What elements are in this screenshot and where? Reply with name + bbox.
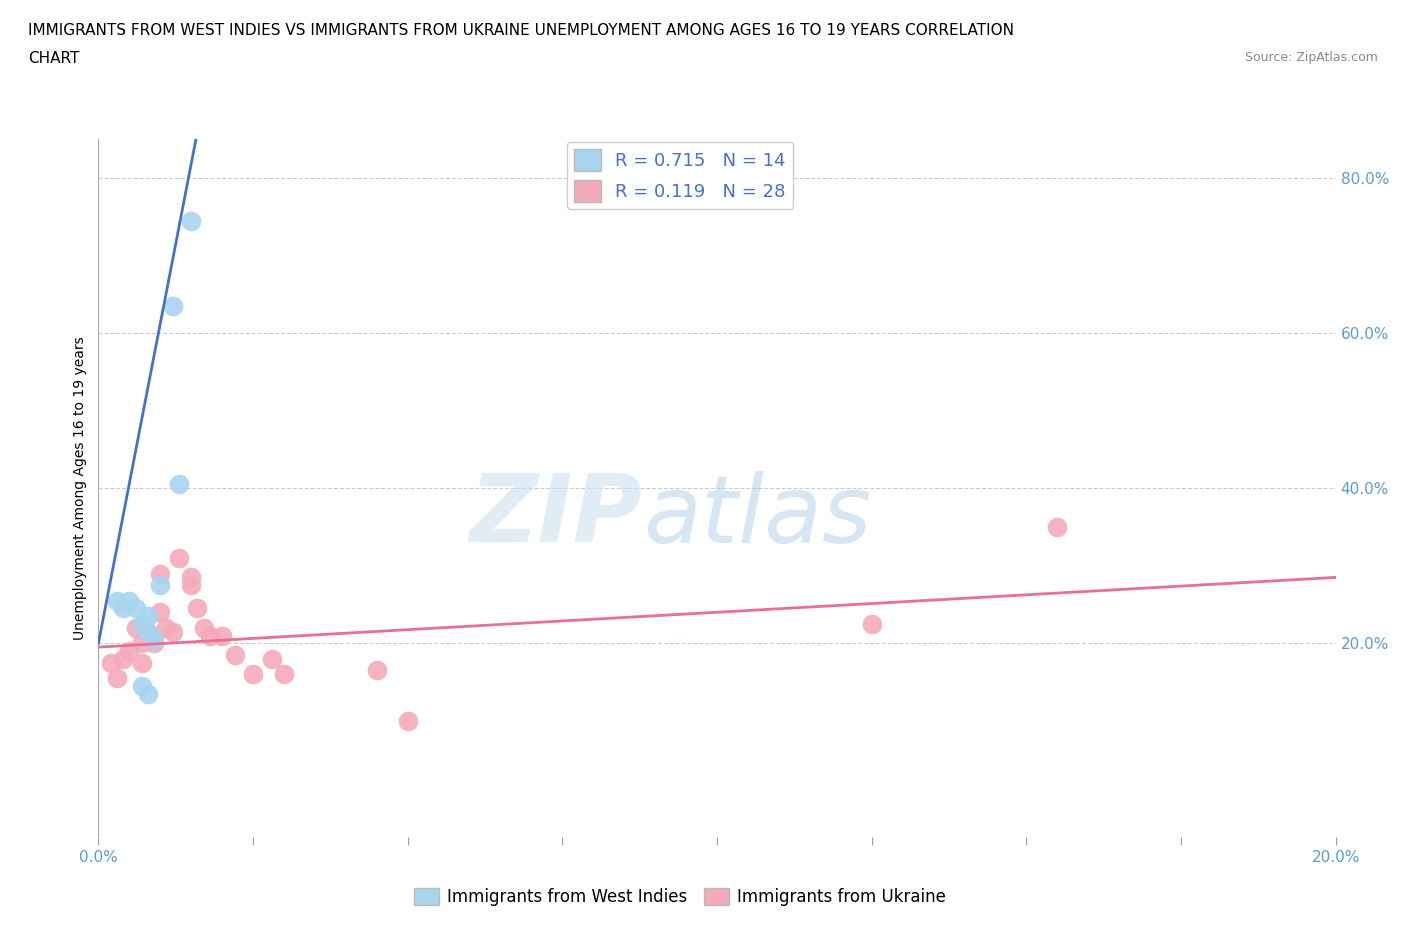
Text: Source: ZipAtlas.com: Source: ZipAtlas.com [1244,51,1378,64]
Point [112,651,135,666]
Point [167,551,190,565]
Point [143,636,166,651]
Point [273,667,295,682]
Point [112,601,135,616]
Point [143,632,166,647]
Text: atlas: atlas [643,471,872,562]
Point [155,620,177,635]
Point [198,628,221,643]
Point [860,617,883,631]
Point [242,667,264,682]
Point [149,604,172,619]
Point [1046,520,1069,535]
Point [260,651,283,666]
Point [186,601,208,616]
Text: CHART: CHART [28,51,80,66]
Point [136,609,159,624]
Point [124,620,146,635]
Point [105,671,128,685]
Point [224,647,246,662]
Point [118,593,141,608]
Point [162,624,184,639]
Point [180,578,202,592]
Point [211,628,233,643]
Point [131,679,153,694]
Point [105,593,128,608]
Point [149,578,172,592]
Point [180,570,202,585]
Point [136,624,159,639]
Point [149,566,172,581]
Point [396,713,419,728]
Point [100,656,122,671]
Point [136,624,159,639]
Y-axis label: Unemployment Among Ages 16 to 19 years: Unemployment Among Ages 16 to 19 years [73,337,87,640]
Legend: Immigrants from West Indies, Immigrants from Ukraine: Immigrants from West Indies, Immigrants … [408,881,953,912]
Point [193,620,215,635]
Point [131,636,153,651]
Text: ZIP: ZIP [470,471,643,562]
Point [118,644,141,658]
Point [180,214,202,229]
Text: IMMIGRANTS FROM WEST INDIES VS IMMIGRANTS FROM UKRAINE UNEMPLOYMENT AMONG AGES 1: IMMIGRANTS FROM WEST INDIES VS IMMIGRANT… [28,23,1014,38]
Point [136,686,159,701]
Point [124,601,146,616]
Point [162,299,184,313]
Point [366,663,388,678]
Point [131,617,153,631]
Point [131,656,153,671]
Point [167,477,190,492]
